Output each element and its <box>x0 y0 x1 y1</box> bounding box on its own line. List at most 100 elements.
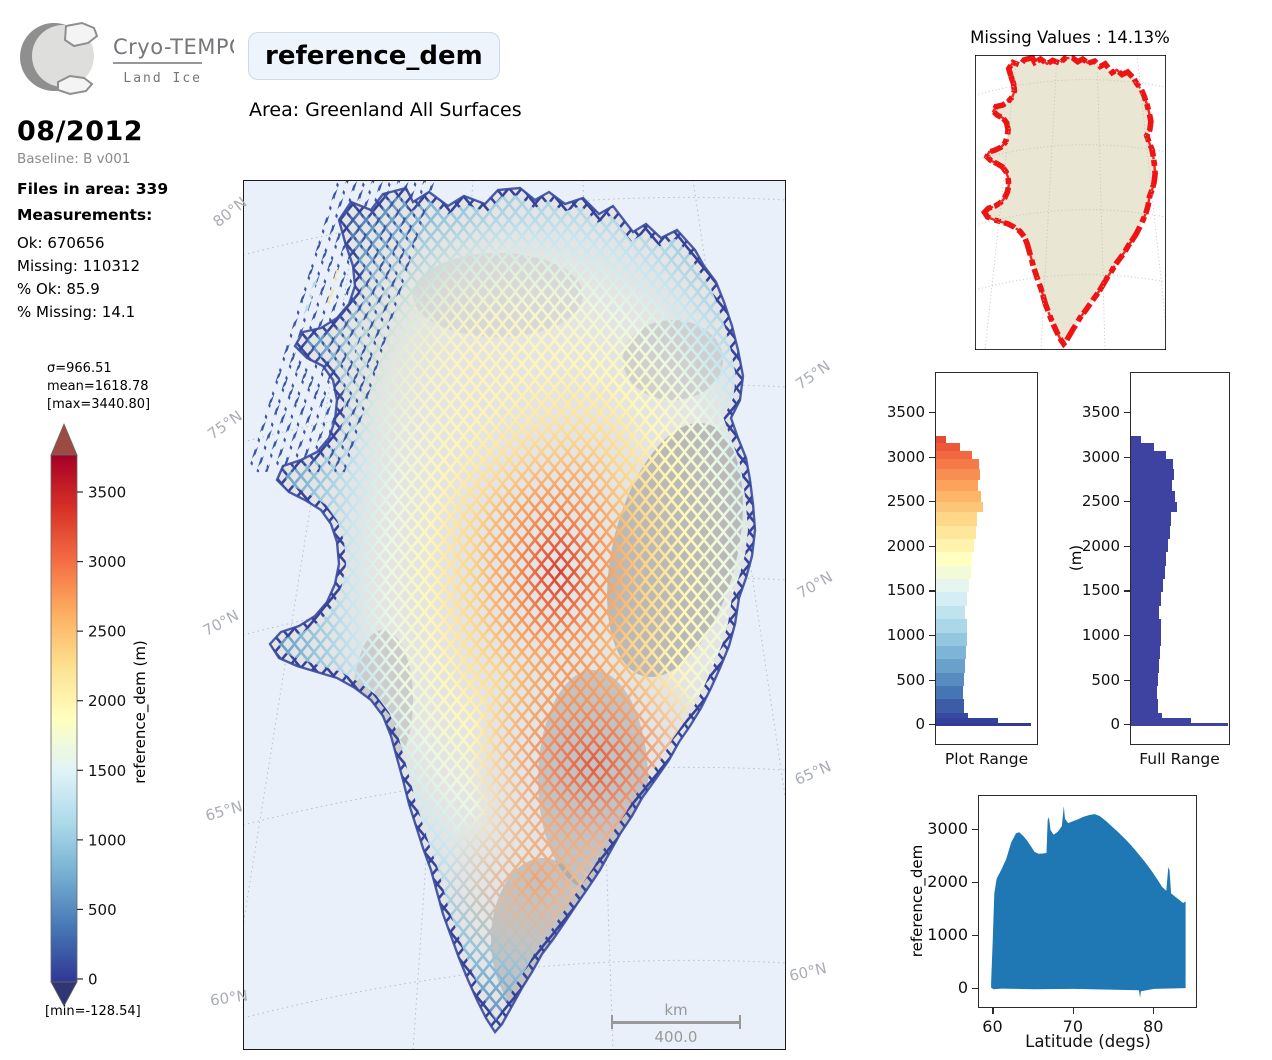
logo-title-text: Cryo-TEMPO <box>113 35 234 59</box>
tick-label: 1000 <box>1081 626 1120 644</box>
tick-label: 2500 <box>1081 492 1120 511</box>
tick-label: 0 <box>957 978 968 998</box>
tick-mark <box>1124 545 1130 548</box>
svg-text:3000: 3000 <box>88 553 126 571</box>
hist-bar <box>1131 619 1162 633</box>
graticule-label: 65°N <box>203 797 245 825</box>
tick-mark <box>972 881 978 883</box>
svg-text:0: 0 <box>88 971 98 989</box>
hist-bar <box>936 450 972 459</box>
hist-bar <box>1131 450 1166 459</box>
svg-text:3500: 3500 <box>88 484 126 502</box>
stat-ok: Ok: 670656 <box>17 234 105 252</box>
hist-bar <box>936 442 960 451</box>
files-in-area: Files in area: 339 <box>17 180 169 198</box>
tick-mark <box>1124 635 1130 637</box>
tick-label: 2000 <box>886 536 925 555</box>
hist-bar <box>936 435 946 443</box>
hist-bar <box>936 579 969 593</box>
tick-label: 0 <box>915 715 925 734</box>
hist-bar <box>936 645 966 660</box>
tick-mark <box>1153 1008 1155 1014</box>
stat-pct-ok: % Ok: 85.9 <box>17 280 100 298</box>
tick-mark <box>1124 679 1130 681</box>
plot-range-title: Plot Range <box>944 750 1029 768</box>
scalebar-unit: km <box>664 1001 688 1019</box>
hist-bar <box>936 605 965 620</box>
hist-bar <box>1131 605 1160 620</box>
hist-bar <box>936 565 971 580</box>
hist-bar <box>1131 632 1162 646</box>
hist-bar <box>1131 435 1141 443</box>
tick-label: 3500 <box>886 403 925 422</box>
hist-bar <box>936 686 963 700</box>
svg-text:2500: 2500 <box>88 623 126 641</box>
tick-mark <box>929 590 935 592</box>
plot-range-axes <box>935 372 1038 745</box>
hist-bar <box>1131 712 1163 719</box>
tick-label: 70 <box>1062 1017 1083 1036</box>
hist-bar <box>936 501 983 513</box>
hist-bar <box>936 490 981 502</box>
scalebar <box>612 1021 740 1024</box>
hist-bar <box>1131 565 1165 580</box>
tick-label: 3500 <box>1081 403 1120 422</box>
svg-text:2000: 2000 <box>88 692 126 710</box>
tick-label: 500 <box>1091 670 1120 689</box>
tick-mark <box>929 456 935 458</box>
tick-mark <box>972 934 978 937</box>
hist-bar <box>1131 686 1158 700</box>
hist-bar <box>936 699 964 713</box>
hist-bar <box>1131 699 1159 713</box>
variable-title: reference_dem <box>248 32 500 80</box>
svg-text:1500: 1500 <box>88 762 126 780</box>
hist-bar <box>936 538 974 553</box>
tick-mark <box>929 545 935 548</box>
tick-label: 3000 <box>886 447 925 466</box>
tick-mark <box>929 679 935 681</box>
stat-pct-missing: % Missing: 14.1 <box>17 303 136 321</box>
hist-bar <box>1131 659 1160 673</box>
hist-bar <box>1131 579 1163 593</box>
main-map <box>243 180 786 1050</box>
hist-bar <box>936 712 968 719</box>
full-range-axes <box>1130 372 1230 745</box>
svg-text:500: 500 <box>88 901 117 919</box>
hist-bar <box>1131 718 1192 723</box>
tick-mark <box>992 1008 994 1014</box>
hist-bar <box>936 480 978 491</box>
tick-mark <box>1124 501 1130 503</box>
graticule-label: 70°N <box>794 567 836 603</box>
hist-bar <box>1131 442 1155 451</box>
missing-values-map <box>975 55 1166 350</box>
cryo-tempo-logo: Cryo-TEMPO Land Ice <box>14 12 246 104</box>
globe-logo-icon: Cryo-TEMPO Land Ice <box>20 21 246 96</box>
hist-bar <box>936 552 972 566</box>
tick-mark <box>929 412 935 414</box>
measurements-label: Measurements: <box>17 206 153 224</box>
colorbar: 0 500 1000 1500 2000 2500 3000 3500 <box>50 422 126 1007</box>
baseline-label: Baseline: B v001 <box>17 151 131 167</box>
hist-bar <box>1131 672 1159 687</box>
hist-bar <box>1131 501 1177 513</box>
graticule-label: 70°N <box>199 606 242 640</box>
stat-missing: Missing: 110312 <box>17 257 141 275</box>
tick-label: 80 <box>1143 1017 1164 1036</box>
tick-label: 2000 <box>927 871 968 891</box>
tick-mark <box>1072 1008 1075 1014</box>
tick-label: 1500 <box>1081 581 1120 600</box>
hist-bar <box>936 672 964 687</box>
missing-map-graticule <box>975 55 1166 350</box>
scatter-xlabel: Latitude (degs) <box>1025 1032 1151 1051</box>
tick-label: 3000 <box>1081 447 1120 466</box>
graticule-label: 75°N <box>792 356 834 394</box>
hist-bar <box>936 512 977 526</box>
hist-bar <box>936 592 967 606</box>
scalebar-left-cap <box>611 1015 613 1029</box>
missing-map-title: Missing Values : 14.13% <box>970 28 1170 47</box>
hist-bar <box>1131 490 1175 502</box>
hist-bar <box>1131 480 1172 491</box>
scatter-axes <box>978 795 1197 1008</box>
logo-subtitle-text: Land Ice <box>123 71 202 86</box>
hist-bar <box>1131 469 1174 481</box>
